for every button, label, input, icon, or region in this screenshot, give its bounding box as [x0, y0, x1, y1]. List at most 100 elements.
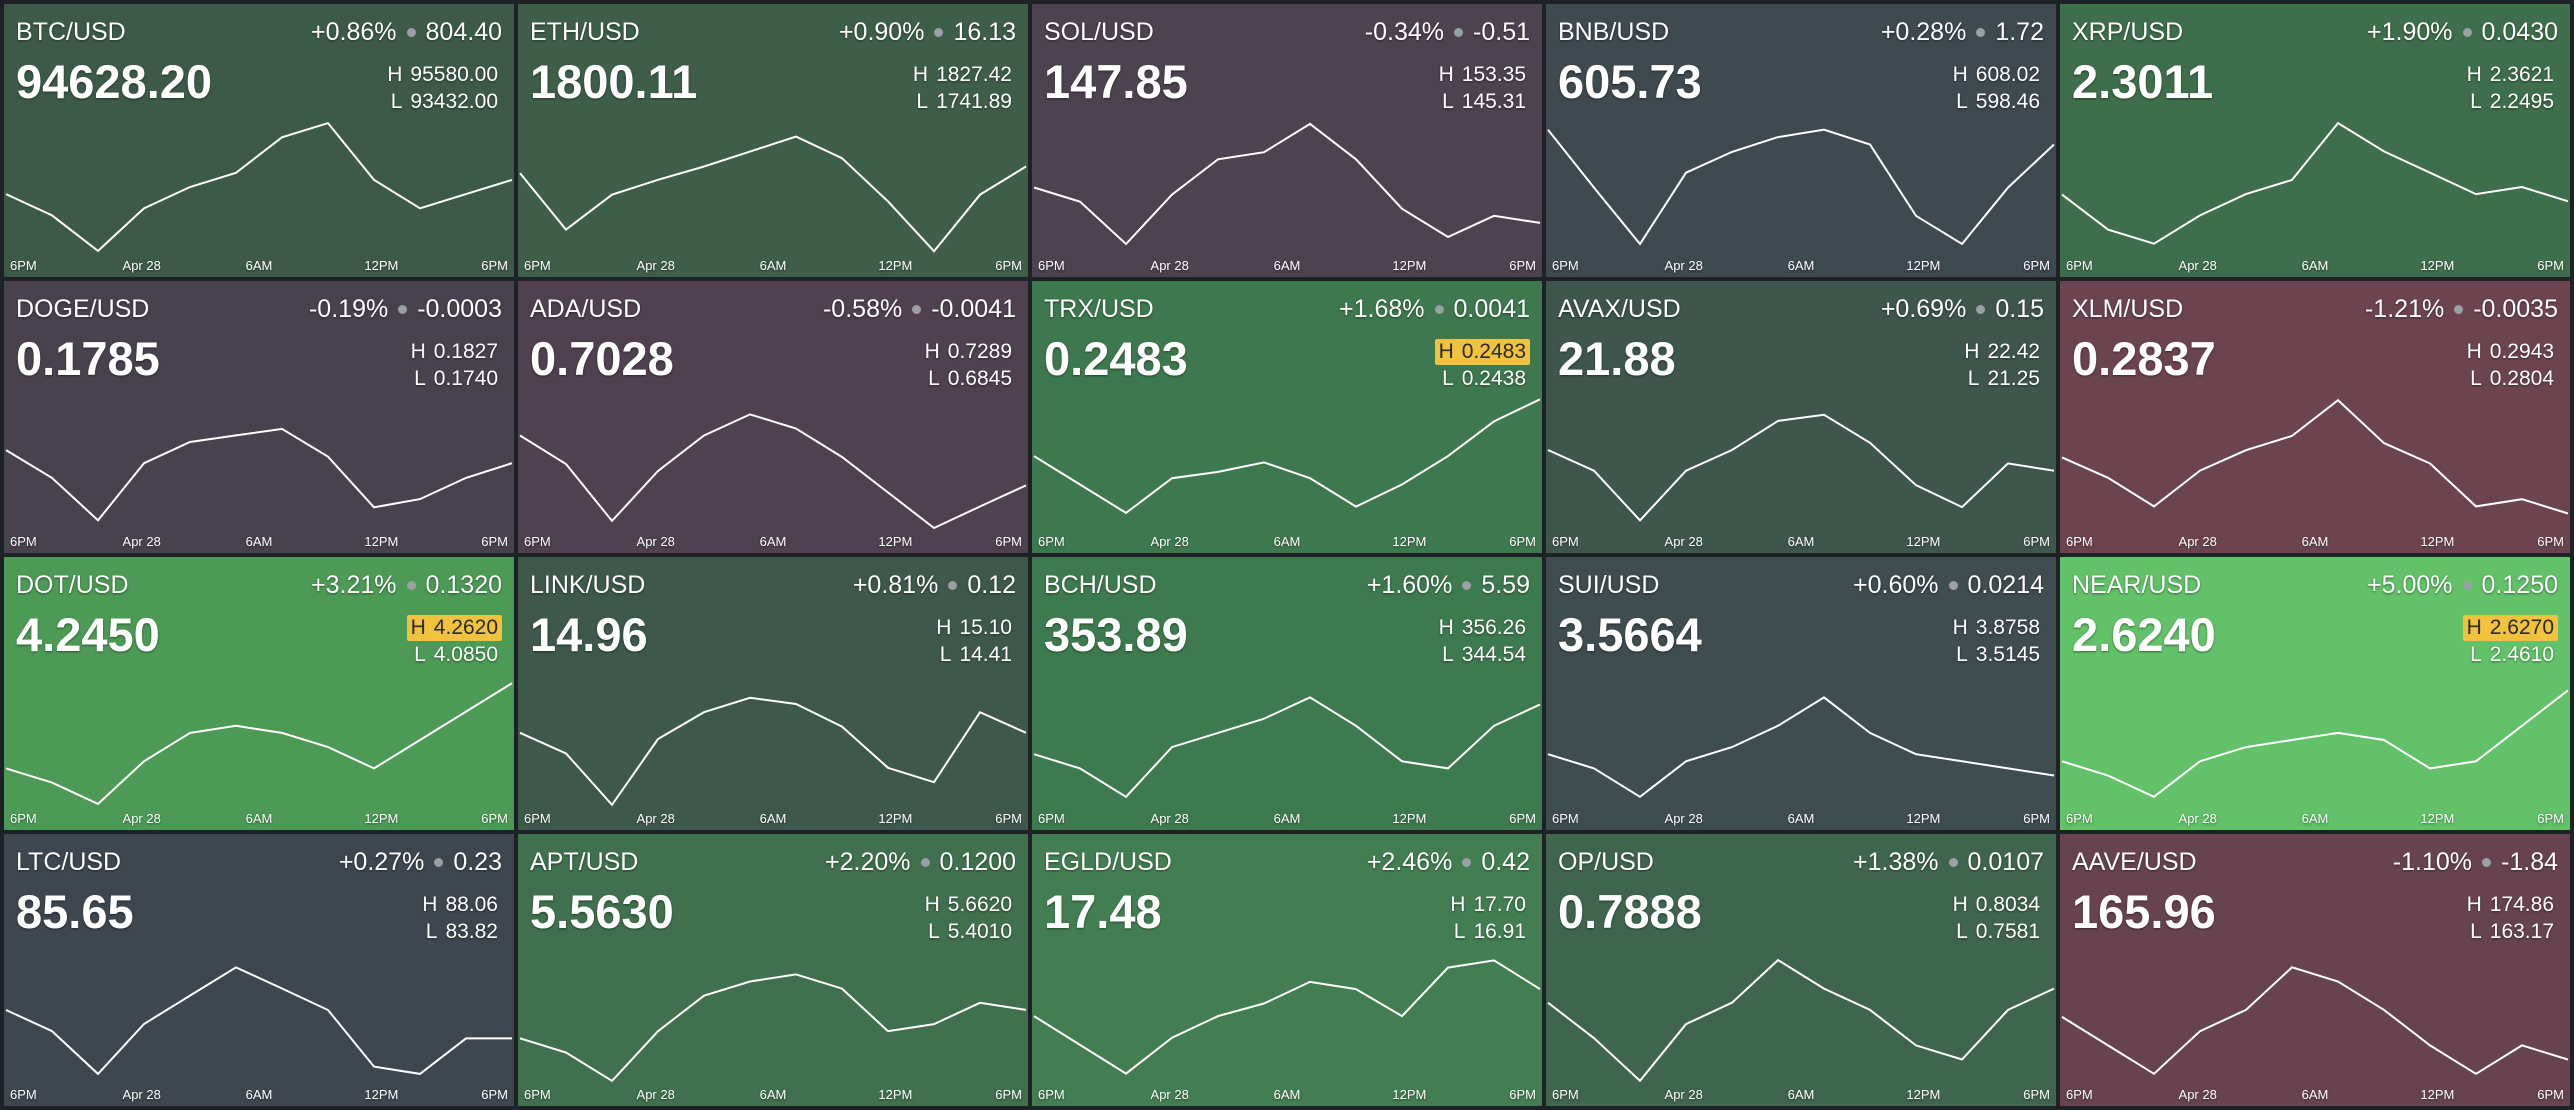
time-label: 6AM [1787, 257, 1815, 273]
time-label: 12PM [2420, 534, 2455, 549]
time-label: 6AM [245, 810, 273, 826]
tile: SUI/USD +0.60% 0.0214 3.5664 H 3.8758 L 3.5145 6… [1546, 557, 2056, 830]
low-value: 0.2438 [1461, 366, 1526, 390]
tile: EGLD/USD +2.46% 0.42 17.48 H 17.70 L 16.91 6PM Ap… [1032, 833, 1542, 1106]
sparkline [5, 427, 513, 522]
time-label: Apr 28 [1150, 257, 1189, 273]
change-value: 0.15 [1995, 294, 2044, 323]
last-price: 0.7888 [1558, 884, 1702, 938]
change-percent: +0.86% [311, 18, 397, 46]
time-label: 6PM [1552, 810, 1579, 826]
tile: SOL/USD -0.34% -0.51 147.85 H 153.35 L 145.31 6P… [1032, 4, 1542, 277]
low-value: 93432.00 [410, 90, 498, 113]
high-label: H [1450, 892, 1466, 916]
change-value: 0.1320 [425, 571, 502, 599]
low: L 2.4610 [2466, 642, 2558, 668]
last-price: 94628.20 [16, 55, 213, 108]
sparkline [519, 412, 1027, 529]
low: L 0.1740 [410, 366, 502, 392]
high: H 3.8758 [1949, 615, 2044, 641]
high-value: 1827.42 [936, 63, 1012, 86]
change-row: +0.90% 16.13 [839, 18, 1016, 47]
tile: TRX/USD +1.68% 0.0041 0.2483 H 0.2483 L 0.2438 6… [1032, 280, 1542, 553]
time-label: Apr 28 [122, 810, 161, 826]
time-label: 6AM [1787, 534, 1815, 549]
time-label: 6PM [1038, 534, 1065, 549]
high-label: H [2466, 63, 2482, 86]
high: H 2.6270 [2462, 615, 2558, 641]
time-label: 6PM [10, 257, 37, 273]
time-label: 6AM [1273, 810, 1301, 826]
time-label: 6AM [1273, 534, 1301, 549]
high-label: H [2466, 339, 2482, 363]
tile: DOT/USD +3.21% 0.1320 4.2450 H 4.2620 L 4.0850 6… [4, 557, 514, 830]
high: H 88.06 [418, 892, 502, 918]
low-label: L [2470, 90, 2482, 113]
low-value: 5.4010 [947, 919, 1012, 943]
sparkline [2061, 121, 2569, 245]
time-label: 6AM [245, 257, 273, 273]
sparkline [1033, 397, 1541, 514]
sparkline-chart [519, 972, 1027, 1082]
change-percent: +1.90% [2367, 18, 2453, 46]
low: L 5.4010 [924, 919, 1016, 945]
time-label: Apr 28 [636, 534, 675, 549]
high-value: 0.2943 [2489, 339, 2554, 363]
time-label: 12PM [1392, 257, 1427, 273]
time-label: 6PM [10, 534, 37, 549]
high: H 0.8034 [1949, 892, 2044, 918]
last-price: 165.96 [2072, 884, 2216, 938]
separator-dot [434, 857, 444, 867]
low: L 0.7581 [1952, 919, 2044, 945]
sparkline [1547, 413, 2055, 522]
pair-name: EGLD/USD [1044, 847, 1172, 876]
change-percent: -0.34% [1364, 18, 1445, 46]
high-value: 153.35 [1461, 63, 1526, 86]
change-percent: +1.60% [1366, 571, 1453, 599]
change-row: +0.81% 0.12 [853, 571, 1016, 600]
time-label: 6PM [10, 1087, 37, 1102]
time-label: 6PM [2066, 534, 2093, 549]
separator-dot [398, 304, 408, 314]
high: H 2.3621 [2463, 62, 2558, 88]
low-value: 344.54 [1461, 643, 1526, 666]
high: H 0.2483 [1434, 338, 1530, 365]
last-price: 4.2450 [16, 608, 160, 661]
time-label: Apr 28 [1150, 1087, 1189, 1102]
time-label: 6PM [995, 534, 1022, 549]
sparkline [2061, 965, 2569, 1075]
change-row: +0.28% 1.72 [1881, 18, 2044, 47]
high-value: 608.02 [1975, 63, 2040, 86]
low-label: L [390, 90, 403, 113]
change-percent: +1.38% [1853, 847, 1939, 876]
high: H 1827.42 [909, 62, 1016, 88]
change-percent: +0.90% [838, 18, 925, 46]
change-row: +3.21% 0.1320 [311, 571, 502, 600]
time-label: 6PM [1038, 810, 1065, 826]
high: H 0.7289 [921, 339, 1016, 365]
low: L 0.2804 [2466, 366, 2558, 392]
low: L 4.0850 [410, 642, 502, 668]
high-value: 95580.00 [410, 63, 498, 86]
sparkline-chart [5, 121, 513, 253]
last-price: 353.89 [1044, 608, 1188, 661]
change-row: +2.46% 0.42 [1367, 848, 1530, 877]
pair-name: OP/USD [1558, 847, 1654, 876]
time-label: 6PM [1552, 1087, 1579, 1102]
pair-name: AAVE/USD [2072, 847, 2197, 876]
last-price: 0.2837 [2072, 331, 2216, 385]
time-label: Apr 28 [122, 534, 161, 549]
time-label: 6PM [481, 534, 508, 549]
sparkline-chart [1547, 958, 2055, 1082]
sparkline [519, 696, 1027, 807]
time-label: 6AM [759, 1087, 787, 1102]
low-value: 163.17 [2489, 919, 2554, 943]
time-label: Apr 28 [1150, 810, 1189, 826]
time-label: Apr 28 [1664, 534, 1703, 549]
time-label: Apr 28 [122, 257, 161, 273]
low-label: L [1442, 366, 1454, 390]
separator-dot [2454, 304, 2464, 314]
high-value: 174.86 [2489, 892, 2554, 916]
low-label: L [916, 90, 929, 113]
separator-dot [920, 857, 930, 867]
